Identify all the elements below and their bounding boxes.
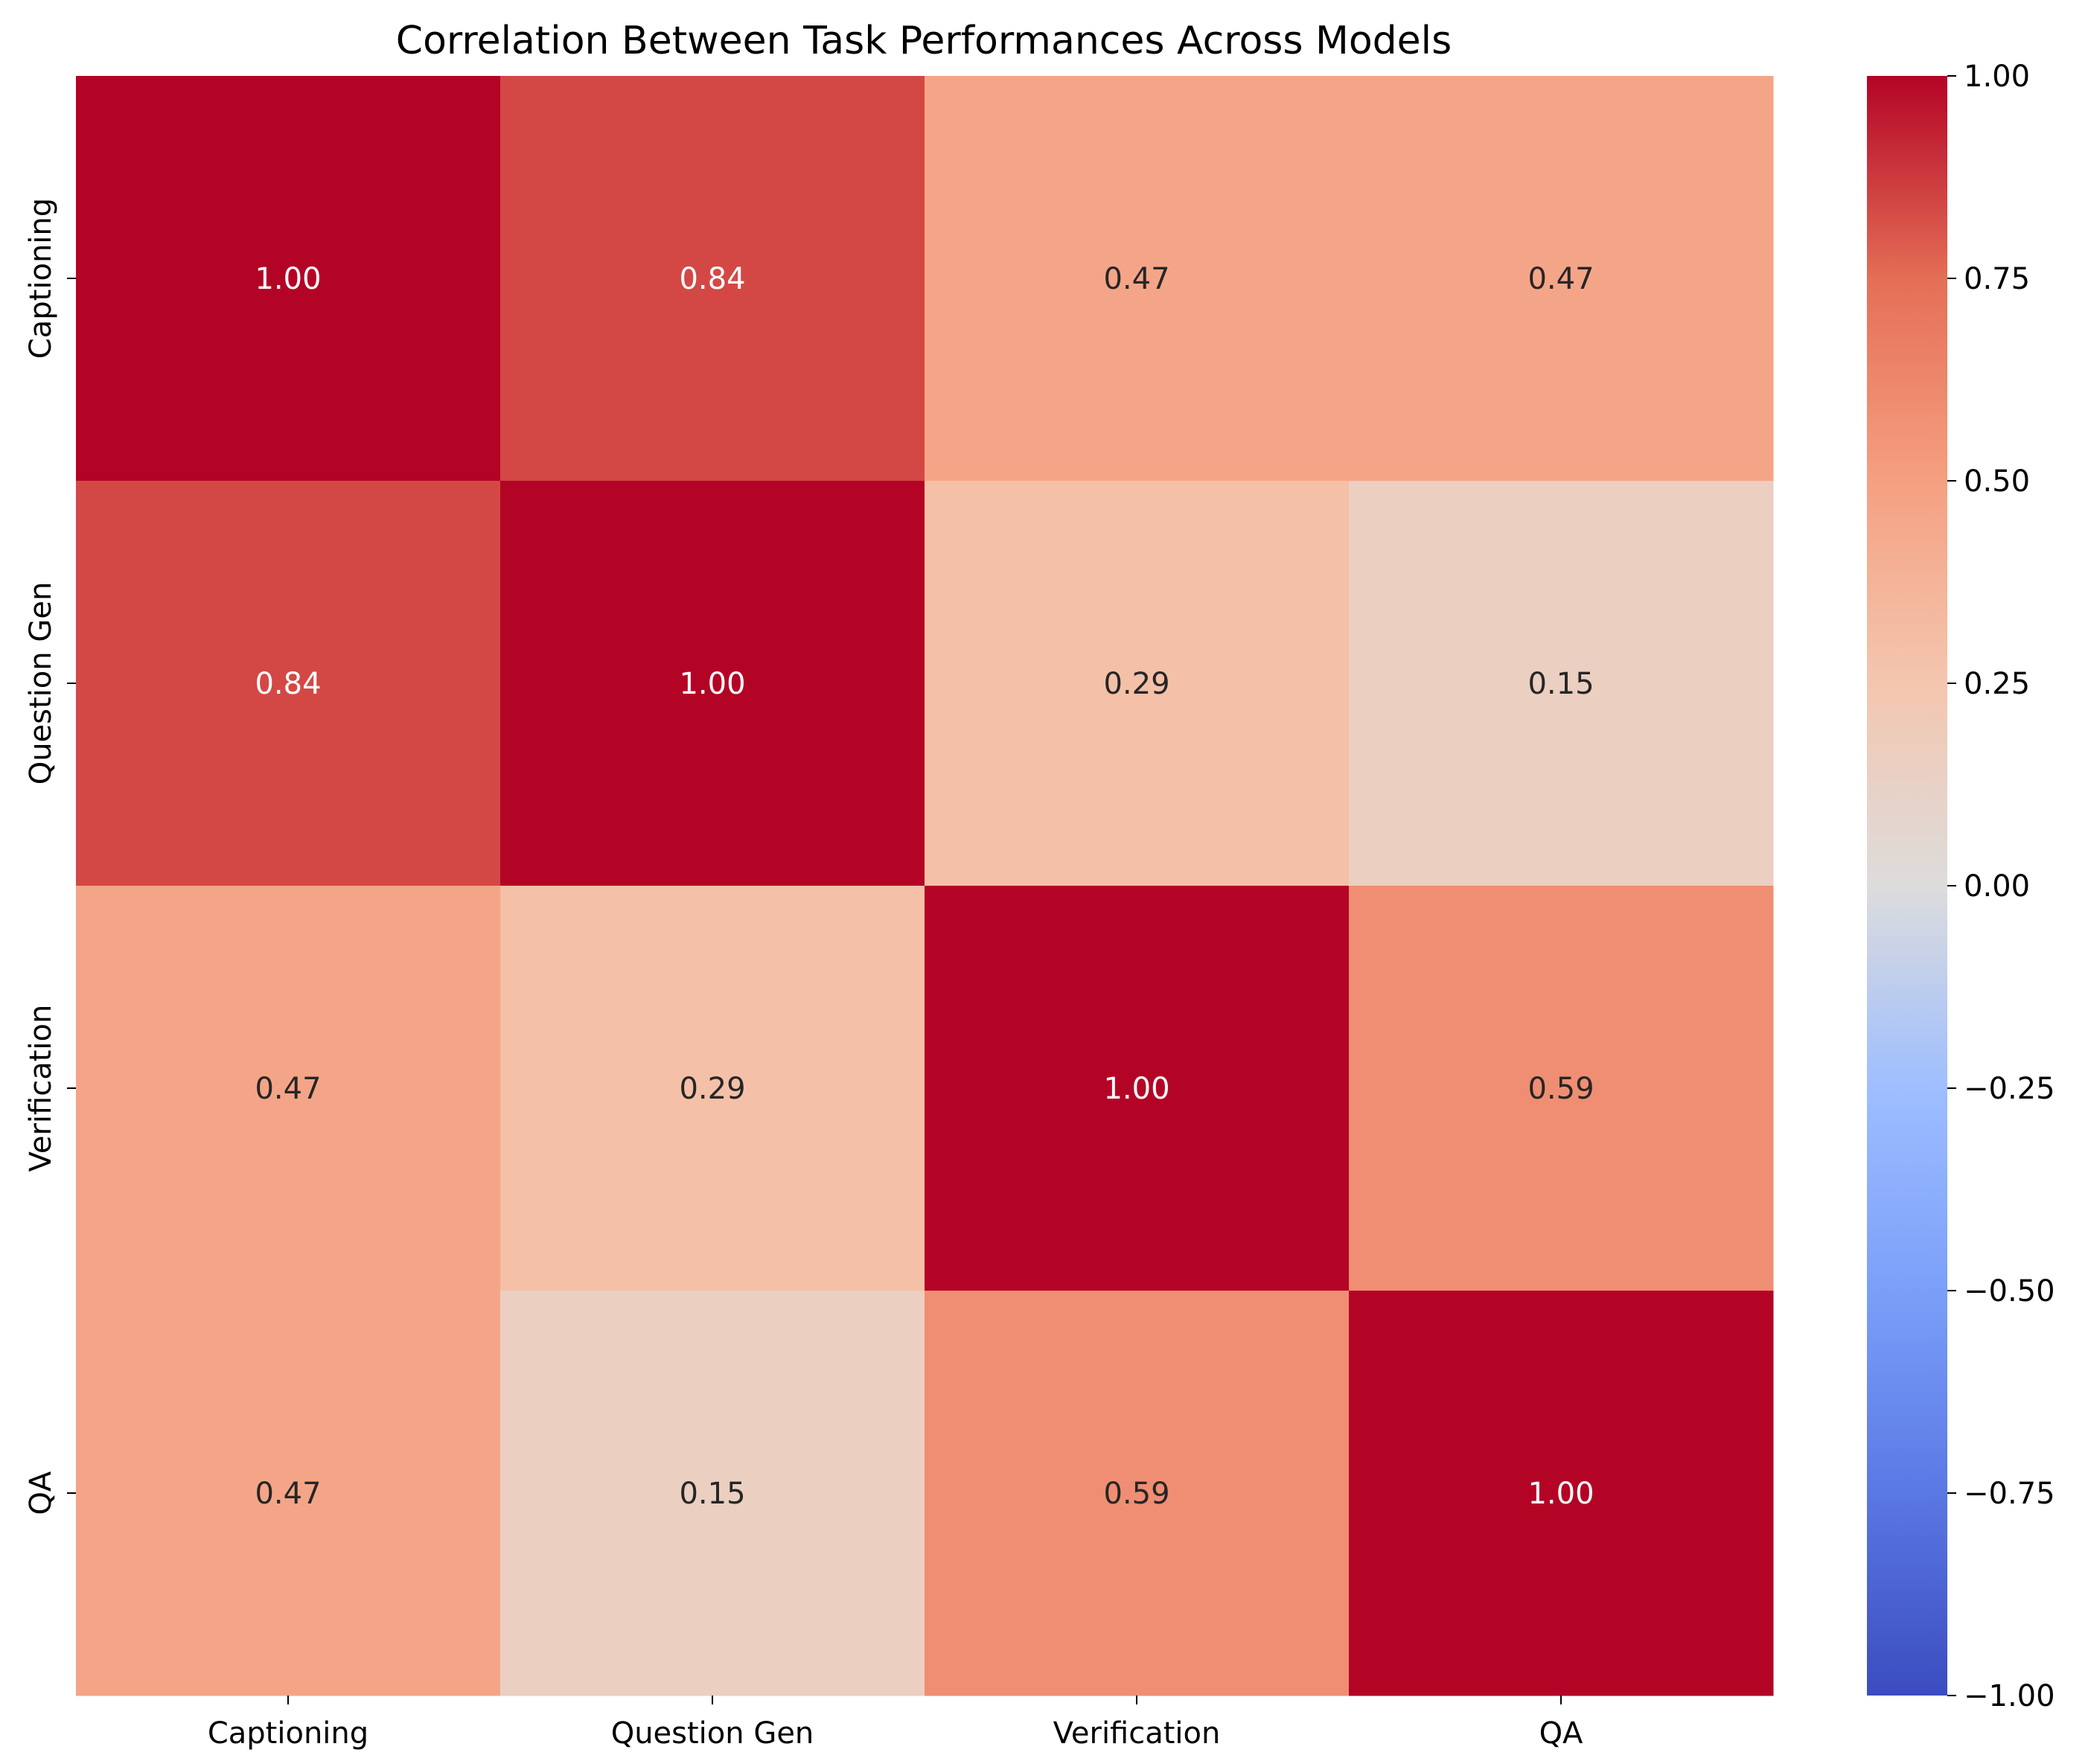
colorbar-tick-label: −1.00 — [1964, 1679, 2055, 1713]
cell-value-label: 0.29 — [679, 1072, 745, 1106]
colorbar-tick-label: −0.75 — [1964, 1477, 2055, 1511]
heatmap-cell — [76, 1291, 501, 1696]
cell-value-label: 0.84 — [255, 667, 321, 701]
heatmap-cell — [76, 886, 501, 1291]
colorbar-tick-label: 0.50 — [1964, 464, 2030, 499]
heatmap-cell — [500, 886, 925, 1291]
cell-value-label: 1.00 — [1103, 1072, 1169, 1106]
y-tick-label: QA — [24, 1471, 58, 1515]
colorbar-tick-label: 0.75 — [1964, 262, 2030, 296]
colorbar-tick-label: 1.00 — [1964, 60, 2030, 94]
heatmap-cell — [76, 481, 501, 886]
colorbar-tick-label: 0.00 — [1964, 869, 2030, 904]
colorbar: 1.00 0.75 0.50 0.25 0.00 −0.25 −0.50 −0.75 −1.00 — [1867, 60, 2055, 1713]
cell-value-label: 1.00 — [1527, 1477, 1594, 1511]
x-tick-label: QA — [1539, 1716, 1583, 1751]
colorbar-gradient — [1867, 76, 1947, 1696]
cell-value-label: 0.59 — [1527, 1072, 1594, 1106]
heatmap-cell — [925, 886, 1350, 1291]
heatmap-cell — [500, 481, 925, 886]
cell-value-label: 0.84 — [679, 262, 745, 296]
cell-value-label: 1.00 — [255, 262, 321, 296]
heatmap-cell — [76, 76, 501, 482]
heatmap-cell — [500, 76, 925, 482]
chart-title: Correlation Between Task Performances Ac… — [396, 19, 1452, 63]
x-tick-label: Verification — [1053, 1716, 1221, 1751]
heatmap-cell — [1349, 886, 1774, 1291]
heatmap-cell — [925, 76, 1350, 482]
colorbar-tick-label: 0.25 — [1964, 667, 2030, 701]
y-tick-label: Question Gen — [24, 582, 58, 785]
cell-value-label: 0.15 — [1527, 667, 1594, 701]
heatmap-cell — [1349, 1291, 1774, 1696]
cell-value-label: 0.15 — [679, 1477, 745, 1511]
y-tick-label: Captioning — [24, 198, 58, 359]
cell-value-label: 0.29 — [1103, 667, 1169, 701]
x-tick-label: Captioning — [208, 1716, 368, 1751]
colorbar-tick-label: −0.50 — [1964, 1274, 2055, 1308]
heatmap-cell — [1349, 481, 1774, 886]
heatmap-cell — [500, 1291, 925, 1696]
cell-value-label: 1.00 — [679, 667, 745, 701]
heatmap-cell — [1349, 76, 1774, 482]
y-tick-label: Verification — [24, 1005, 58, 1172]
heatmap-cell — [925, 481, 1350, 886]
colorbar-tick-label: −0.25 — [1964, 1072, 2055, 1106]
cell-value-label: 0.47 — [255, 1072, 321, 1106]
cell-value-label: 0.47 — [255, 1477, 321, 1511]
cell-value-label: 0.59 — [1103, 1477, 1169, 1511]
heatmap-cell — [925, 1291, 1350, 1696]
x-tick-label: Question Gen — [611, 1716, 814, 1751]
cell-value-label: 0.47 — [1527, 262, 1594, 296]
cell-value-label: 0.47 — [1103, 262, 1169, 296]
